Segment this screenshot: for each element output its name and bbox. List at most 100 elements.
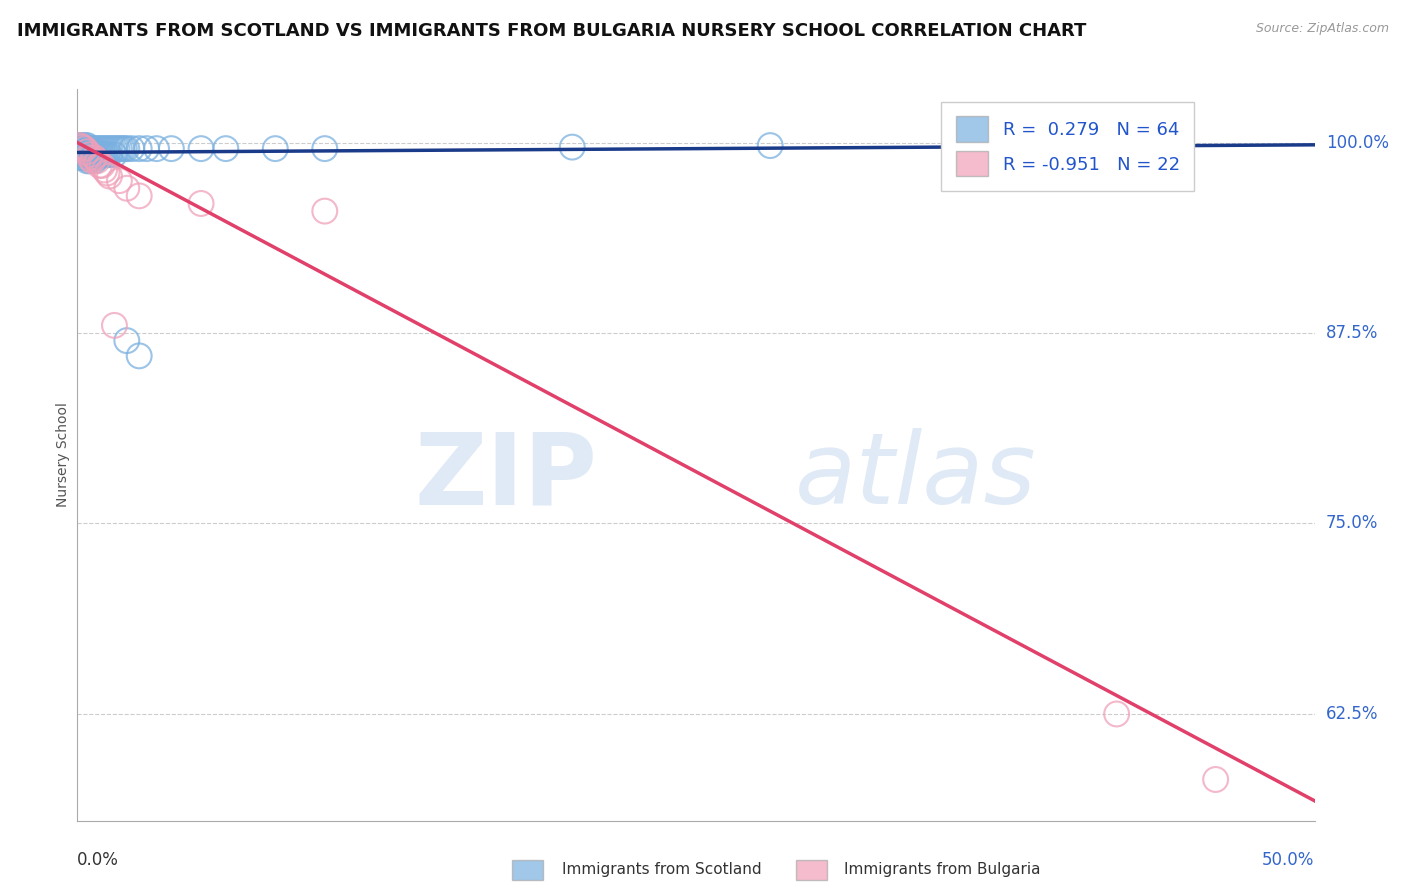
Point xyxy=(69,143,91,157)
Point xyxy=(1105,706,1128,721)
Point xyxy=(69,138,91,153)
Point xyxy=(759,138,782,153)
Point xyxy=(73,142,96,156)
Y-axis label: Nursery School: Nursery School xyxy=(56,402,70,508)
Point xyxy=(73,138,96,153)
Point xyxy=(76,147,98,161)
Point xyxy=(82,145,104,159)
Point xyxy=(112,142,135,156)
Point xyxy=(82,151,104,165)
Point xyxy=(115,334,138,348)
Point xyxy=(72,151,94,165)
Point xyxy=(89,142,111,156)
Point xyxy=(79,151,101,165)
Point xyxy=(72,142,94,156)
Point xyxy=(86,151,108,165)
Point xyxy=(98,142,121,156)
Point xyxy=(82,153,104,168)
Text: Immigrants from Bulgaria: Immigrants from Bulgaria xyxy=(844,863,1040,877)
Point xyxy=(103,142,125,156)
Text: 0.0%: 0.0% xyxy=(77,851,120,869)
Point xyxy=(128,142,150,156)
Point xyxy=(101,142,124,156)
Text: 87.5%: 87.5% xyxy=(1326,324,1378,342)
Point xyxy=(1205,772,1227,787)
Point xyxy=(91,147,114,161)
Text: atlas: atlas xyxy=(794,428,1036,525)
Point xyxy=(69,138,91,153)
Point xyxy=(91,158,114,172)
Point xyxy=(76,138,98,153)
Point xyxy=(82,147,104,161)
Point xyxy=(108,173,131,187)
Point xyxy=(83,147,105,161)
Point xyxy=(76,145,98,159)
Point xyxy=(103,318,125,333)
Point xyxy=(111,142,134,156)
Point xyxy=(72,147,94,161)
Point xyxy=(83,151,105,165)
Text: 50.0%: 50.0% xyxy=(1263,851,1315,869)
Point xyxy=(190,142,212,156)
Text: 100.0%: 100.0% xyxy=(1326,134,1389,152)
Point xyxy=(82,142,104,156)
Point xyxy=(93,163,115,178)
Point xyxy=(96,166,118,180)
Point xyxy=(98,169,121,183)
Point xyxy=(96,147,118,161)
Point xyxy=(76,142,98,156)
Point xyxy=(314,142,336,156)
Point xyxy=(86,153,108,168)
Point xyxy=(91,142,114,156)
Point xyxy=(83,145,105,159)
Point xyxy=(215,142,238,156)
Point xyxy=(86,145,108,159)
Point xyxy=(86,142,108,156)
Point xyxy=(115,181,138,195)
Point xyxy=(121,142,143,156)
Point xyxy=(190,196,212,211)
Point xyxy=(145,142,167,156)
Point xyxy=(79,151,101,165)
Point xyxy=(72,138,94,153)
Point xyxy=(79,145,101,159)
Point xyxy=(128,189,150,203)
Point xyxy=(93,147,115,161)
Point xyxy=(89,147,111,161)
Text: IMMIGRANTS FROM SCOTLAND VS IMMIGRANTS FROM BULGARIA NURSERY SCHOOL CORRELATION : IMMIGRANTS FROM SCOTLAND VS IMMIGRANTS F… xyxy=(17,22,1087,40)
Point xyxy=(83,142,105,156)
Point xyxy=(96,142,118,156)
Point xyxy=(73,142,96,156)
Text: 62.5%: 62.5% xyxy=(1326,705,1378,723)
Text: Immigrants from Scotland: Immigrants from Scotland xyxy=(562,863,762,877)
Point xyxy=(93,142,115,156)
Point xyxy=(72,140,94,154)
Point xyxy=(76,153,98,168)
Point xyxy=(79,153,101,168)
Point xyxy=(98,147,121,161)
Point xyxy=(264,142,287,156)
Text: ZIP: ZIP xyxy=(415,428,598,525)
Point xyxy=(79,142,101,156)
Point xyxy=(108,142,131,156)
Point xyxy=(160,142,183,156)
Point xyxy=(73,145,96,159)
Point xyxy=(76,145,98,159)
Point xyxy=(128,349,150,363)
Point xyxy=(103,147,125,161)
Point xyxy=(105,142,128,156)
Point xyxy=(561,140,583,154)
Text: 75.0%: 75.0% xyxy=(1326,515,1378,533)
Point xyxy=(73,151,96,165)
Point xyxy=(115,142,138,156)
Point xyxy=(79,147,101,161)
Point xyxy=(89,158,111,172)
Point xyxy=(83,153,105,168)
Point xyxy=(73,147,96,161)
Point xyxy=(135,142,157,156)
Point xyxy=(79,147,101,161)
Point xyxy=(72,145,94,159)
Legend: R =  0.279   N = 64, R = -0.951   N = 22: R = 0.279 N = 64, R = -0.951 N = 22 xyxy=(941,102,1194,191)
Point xyxy=(314,204,336,219)
Text: Source: ZipAtlas.com: Source: ZipAtlas.com xyxy=(1256,22,1389,36)
